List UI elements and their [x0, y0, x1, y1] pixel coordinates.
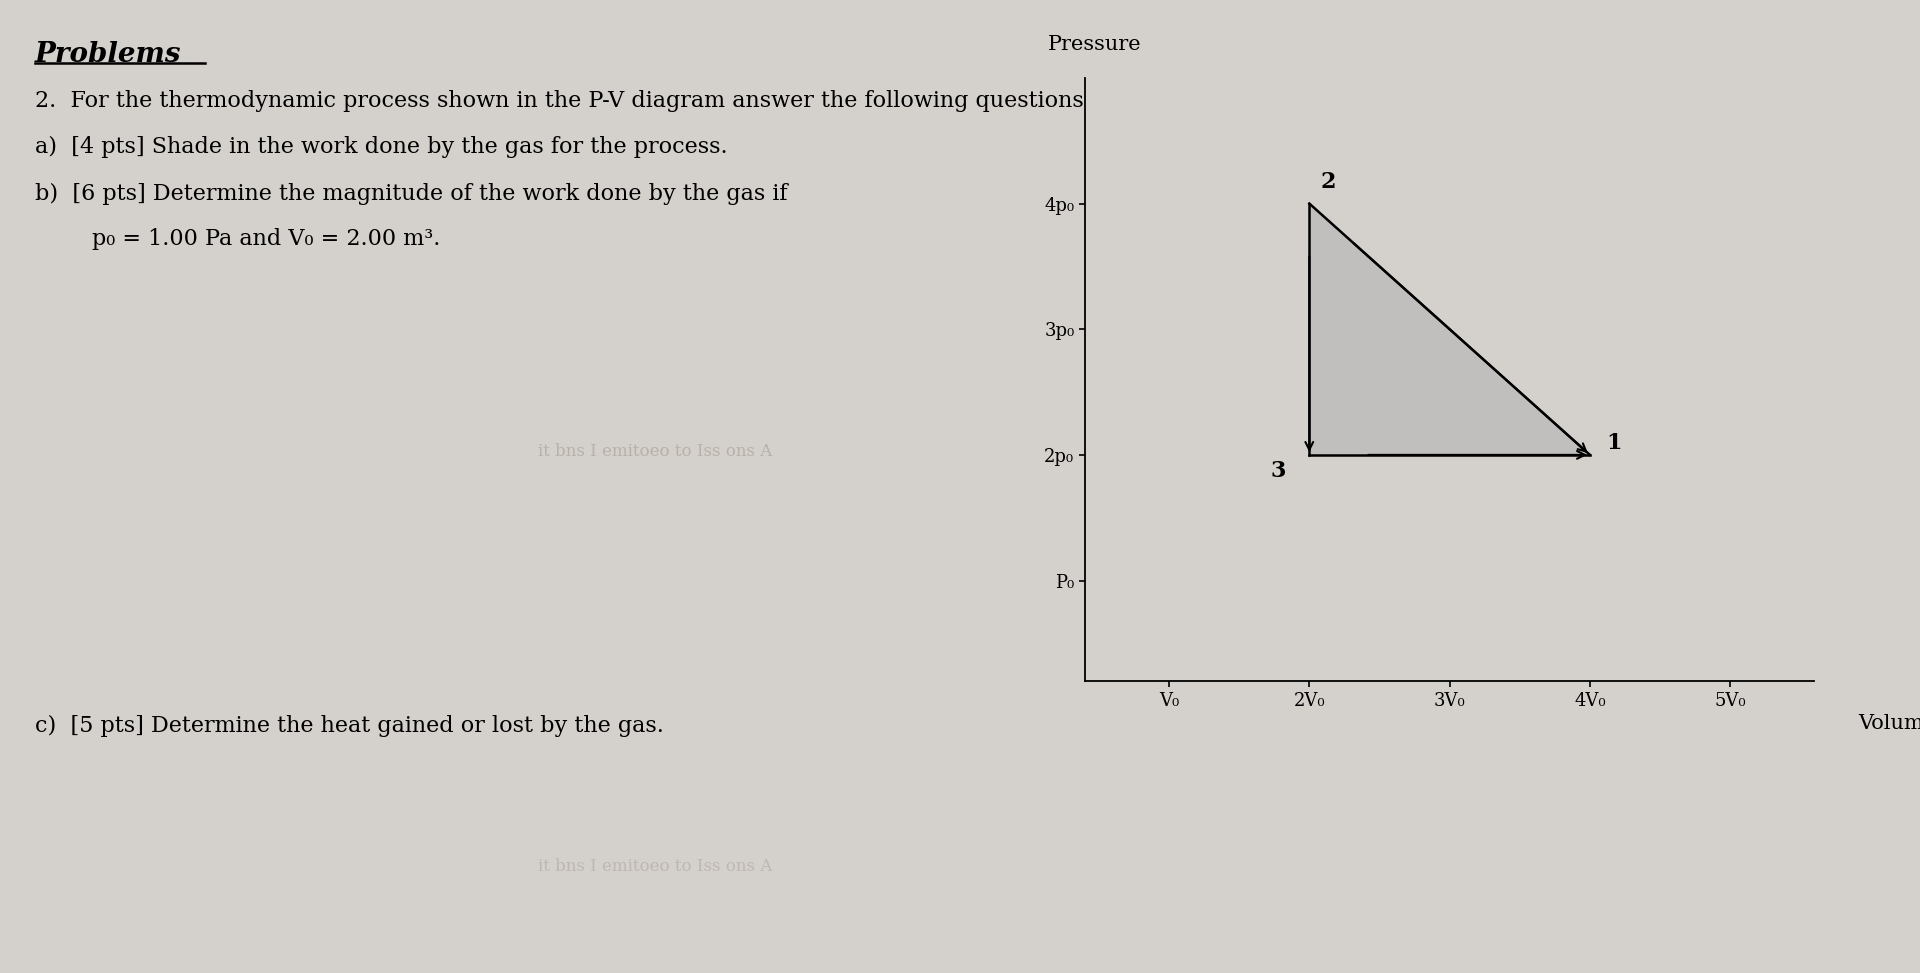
Polygon shape — [1309, 203, 1590, 455]
Text: it bns I emitoeo to Iss ons A: it bns I emitoeo to Iss ons A — [538, 443, 772, 459]
Text: 2.  For the thermodynamic process shown in the P-V diagram answer the following : 2. For the thermodynamic process shown i… — [35, 90, 1091, 112]
Text: 2: 2 — [1321, 171, 1336, 194]
Text: b)  [6 pts] Determine the magnitude of the work done by the gas if: b) [6 pts] Determine the magnitude of th… — [35, 183, 787, 205]
Text: Pressure: Pressure — [1048, 35, 1142, 54]
Text: 1: 1 — [1607, 432, 1622, 453]
Text: p₀ = 1.00 Pa and V₀ = 2.00 m³.: p₀ = 1.00 Pa and V₀ = 2.00 m³. — [92, 228, 440, 250]
Text: 3: 3 — [1269, 460, 1284, 483]
Text: it bns I emitoeo to Iss ons A: it bns I emitoeo to Iss ons A — [538, 858, 772, 875]
Text: a)  [4 pts] Shade in the work done by the gas for the process.: a) [4 pts] Shade in the work done by the… — [35, 136, 728, 159]
Text: c)  [5 pts] Determine the heat gained or lost by the gas.: c) [5 pts] Determine the heat gained or … — [35, 715, 664, 738]
Text: Problems: Problems — [35, 41, 180, 68]
Text: Volume: Volume — [1859, 714, 1920, 734]
